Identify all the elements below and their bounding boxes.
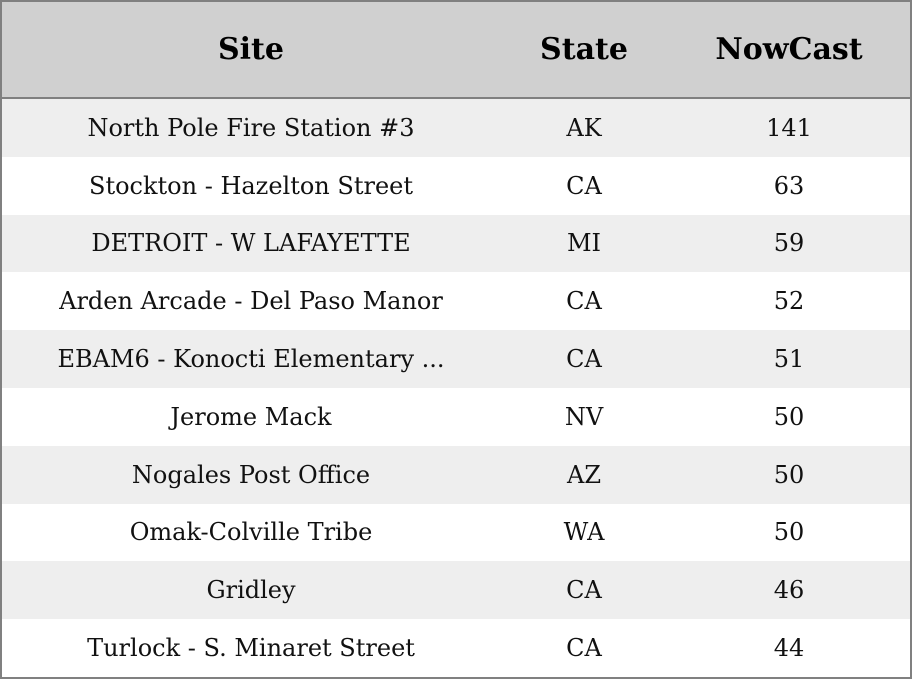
site-cell: North Pole Fire Station #3 [2,98,500,157]
table-row: North Pole Fire Station #3 AK 141 [2,98,910,157]
table-row: Omak-Colville Tribe WA 50 [2,503,910,562]
state-cell: AK [500,98,668,157]
header-site[interactable]: Site [2,2,500,99]
nowcast-cell: 46 [668,561,910,620]
header-row: Site State NowCast [2,2,910,99]
header-state[interactable]: State [500,2,668,99]
nowcast-cell: 50 [668,445,910,504]
site-cell: Gridley [2,561,500,620]
state-cell: NV [500,387,668,446]
state-cell: MI [500,214,668,273]
table-row: Jerome Mack NV 50 [2,387,910,446]
nowcast-cell: 51 [668,330,910,388]
state-cell: CA [500,330,668,388]
nowcast-cell: 50 [668,387,910,446]
state-cell: CA [500,619,668,677]
site-cell: Stockton - Hazelton Street [2,156,500,215]
table-row: DETROIT - W LAFAYETTE MI 59 [2,214,910,273]
site-cell: Arden Arcade - Del Paso Manor [2,272,500,331]
table-row: EBAM6 - Konocti Elementary ... CA 51 [2,330,910,388]
site-cell: Jerome Mack [2,387,500,446]
site-cell: Nogales Post Office [2,445,500,504]
table-row: Stockton - Hazelton Street CA 63 [2,156,910,215]
nowcast-cell: 141 [668,98,910,157]
site-cell: Omak-Colville Tribe [2,503,500,562]
table-row: Nogales Post Office AZ 50 [2,445,910,504]
table-row: Gridley CA 46 [2,561,910,620]
site-cell: DETROIT - W LAFAYETTE [2,214,500,273]
table-row: Arden Arcade - Del Paso Manor CA 52 [2,272,910,331]
state-cell: AZ [500,445,668,504]
site-cell: Turlock - S. Minaret Street [2,619,500,677]
nowcast-cell: 59 [668,214,910,273]
nowcast-cell: 50 [668,503,910,562]
state-cell: CA [500,156,668,215]
state-cell: WA [500,503,668,562]
nowcast-cell: 63 [668,156,910,215]
nowcast-cell: 52 [668,272,910,331]
state-cell: CA [500,561,668,620]
site-cell: EBAM6 - Konocti Elementary ... [2,330,500,388]
header-nowcast[interactable]: NowCast [668,2,910,99]
nowcast-cell: 44 [668,619,910,677]
table-row: Turlock - S. Minaret Street CA 44 [2,619,910,677]
state-cell: CA [500,272,668,331]
